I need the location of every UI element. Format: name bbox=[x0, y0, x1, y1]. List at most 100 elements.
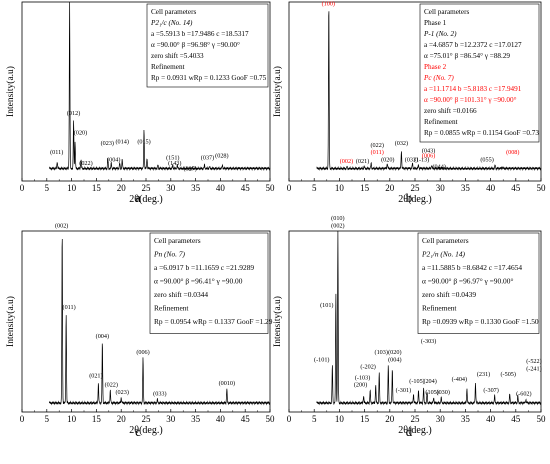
peak-label: (002) bbox=[55, 222, 68, 229]
peak-label: (105) bbox=[425, 389, 438, 396]
legend-line: Refinement bbox=[151, 63, 185, 71]
peak-label: (006) bbox=[136, 349, 149, 356]
x-tick-label: 45 bbox=[511, 414, 521, 424]
peak-label: (020) bbox=[381, 156, 394, 163]
x-tick-label: 35 bbox=[461, 183, 471, 193]
peak-label: (101) bbox=[320, 302, 333, 309]
peak-label: (008) bbox=[506, 149, 519, 156]
panel-b: 0 5 10 15 20 25 30 35 40 45 50 2θ(deg.) Intensity(a.… bbox=[272, 1, 546, 205]
legend-box bbox=[146, 3, 269, 88]
peak-label: (055) bbox=[480, 156, 493, 163]
legend-line: zero shift =0.0166 bbox=[424, 107, 477, 115]
peak-label: (-202) bbox=[360, 364, 375, 371]
x-tick-label: 30 bbox=[436, 414, 446, 424]
peak-label: (033) bbox=[153, 391, 166, 398]
y-axis-label: Intensity(a.u) bbox=[272, 66, 283, 117]
peak-label: (022) bbox=[370, 142, 383, 149]
x-tick-label: 35 bbox=[191, 414, 201, 424]
x-tick-label: 35 bbox=[461, 414, 471, 424]
x-tick-label: 30 bbox=[436, 183, 446, 193]
x-tick-label: 40 bbox=[486, 414, 496, 424]
x-tick-label: 45 bbox=[241, 183, 251, 193]
xrd-pattern-line bbox=[48, 2, 271, 172]
legend-box bbox=[149, 232, 269, 334]
peak-label: (1-13) bbox=[414, 156, 429, 163]
peak-label: (-602) bbox=[516, 391, 531, 398]
peak-label: (-241) bbox=[526, 365, 541, 372]
peak-label: (021) bbox=[89, 373, 102, 380]
panel-letter: d bbox=[406, 424, 413, 439]
panel-c: 0 5 10 15 20 25 30 35 40 45 50 2θ(deg.) Intensity(a.… bbox=[5, 222, 275, 439]
x-tick-label: 0 bbox=[20, 414, 25, 424]
peak-label: (010) bbox=[331, 215, 344, 222]
legend-line: Cell parameters bbox=[154, 236, 201, 245]
x-tick-label: 5 bbox=[45, 183, 50, 193]
peak-label: (-404) bbox=[452, 376, 467, 383]
x-tick-label: 15 bbox=[92, 183, 102, 193]
legend-line: P-1 (No. 2) bbox=[423, 30, 457, 38]
legend-line: a =4.6857 b =12.2372 c =17.0127 bbox=[424, 41, 522, 49]
x-tick-label: 15 bbox=[92, 414, 102, 424]
legend-line: Refinement bbox=[422, 304, 457, 313]
peak-label: (011) bbox=[63, 304, 76, 311]
panel-letter: a bbox=[135, 190, 141, 205]
panel-d: 0 5 10 15 20 25 30 35 40 45 50 2θ(deg.) Intensity(a.… bbox=[272, 215, 546, 439]
peak-label: (204) bbox=[423, 378, 436, 385]
x-tick-label: 25 bbox=[411, 414, 421, 424]
peak-label: (-505) bbox=[501, 371, 516, 378]
peak-label: (043) bbox=[422, 147, 435, 154]
x-tick-label: 40 bbox=[216, 414, 226, 424]
x-tick-label: 40 bbox=[486, 183, 496, 193]
peak-label: (027) bbox=[183, 165, 196, 172]
legend-line: Rp = 0.0954 wRp = 0.1337 GooF =1.29 bbox=[154, 317, 273, 326]
legend-line: Cell parameters bbox=[151, 8, 197, 16]
peak-label: (-301) bbox=[396, 387, 411, 394]
peak-label: (151) bbox=[166, 155, 179, 162]
peak-label: (103) bbox=[375, 349, 388, 356]
legend-line: a =6.0917 b =11.1659 c =21.9289 bbox=[154, 263, 254, 272]
legend-line: Phase 2 bbox=[424, 63, 447, 71]
x-tick-label: 5 bbox=[312, 414, 317, 424]
peak-label: (020) bbox=[74, 129, 87, 136]
peak-label: (030) bbox=[437, 389, 450, 396]
y-axis-label: Intensity(a.u) bbox=[5, 296, 16, 347]
peak-label: (032) bbox=[395, 140, 408, 147]
legend-line: α =90.00° β =96.98° γ =90.00° bbox=[151, 41, 240, 49]
x-tick-label: 0 bbox=[20, 183, 25, 193]
legend-line: zero shift =0.0439 bbox=[422, 290, 476, 299]
peak-label: (011) bbox=[50, 149, 63, 156]
peak-label: (002) bbox=[331, 222, 344, 229]
x-tick-label: 20 bbox=[117, 183, 127, 193]
x-tick-label: 20 bbox=[385, 414, 395, 424]
legend-line: Refinement bbox=[154, 304, 189, 313]
x-tick-label: 40 bbox=[216, 183, 226, 193]
xrd-pattern-line bbox=[316, 11, 542, 171]
peak-label: (023) bbox=[115, 389, 128, 396]
x-tick-label: 0 bbox=[287, 414, 292, 424]
legend-line: Cell parameters bbox=[424, 8, 470, 16]
x-tick-label: 10 bbox=[67, 414, 77, 424]
x-tick-label: 30 bbox=[166, 414, 176, 424]
peak-label: (023) bbox=[101, 140, 114, 147]
x-tick-label: 10 bbox=[335, 414, 345, 424]
x-axis-label: 2θ(deg.) bbox=[398, 425, 431, 436]
panel-a: 0 5 10 15 20 25 30 35 40 45 50 2θ(deg.) Intensity(a.… bbox=[5, 0, 275, 205]
legend-line: Cell parameters bbox=[422, 236, 469, 245]
legend-line: P2₁/c (No. 14) bbox=[150, 19, 193, 27]
peak-label: (022) bbox=[105, 382, 118, 389]
peak-label: (-103) bbox=[355, 374, 370, 381]
x-axis-label: 2θ(deg.) bbox=[398, 194, 431, 205]
legend-line: Phase 1 bbox=[424, 19, 447, 27]
x-axis-label: 2θ(deg.) bbox=[129, 425, 162, 436]
x-axis-label: 2θ(deg.) bbox=[129, 194, 162, 205]
x-tick-label: 50 bbox=[537, 414, 547, 424]
peak-label: (004) bbox=[107, 156, 120, 163]
peak-label: (033) bbox=[405, 156, 418, 163]
peak-label: (-105) bbox=[409, 378, 424, 385]
x-tick-label: 20 bbox=[385, 183, 395, 193]
x-tick-label: 15 bbox=[360, 183, 370, 193]
peak-label: (020) bbox=[388, 349, 401, 356]
legend-line: a =5.5913 b =17.9486 c =18.5317 bbox=[151, 30, 249, 38]
peak-label: (100) bbox=[322, 1, 335, 8]
legend-line: zero shift =5.4033 bbox=[151, 52, 204, 60]
